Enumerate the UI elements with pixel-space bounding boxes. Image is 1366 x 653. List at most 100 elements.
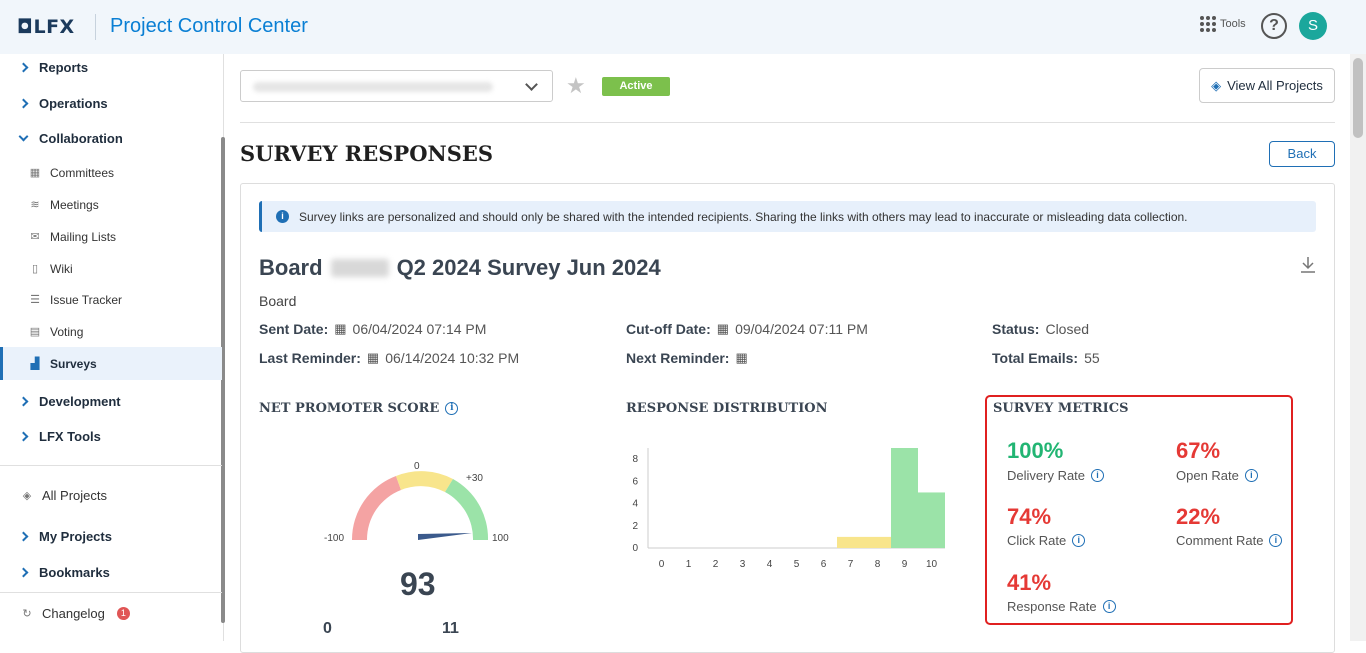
active-nav-highlight — [0, 347, 222, 380]
sidebar-item-label: Committees — [50, 166, 115, 180]
sidebar-item-label: All Projects — [42, 488, 108, 503]
nps-gauge: -100 0 +30 100 — [324, 461, 509, 544]
sidebar-item-bookmarks[interactable]: Bookmarks — [18, 565, 110, 580]
sidebar-item-wiki[interactable]: ▯ Wiki — [28, 262, 73, 276]
star-icon[interactable]: ★ — [566, 73, 586, 98]
sidebar-divider — [0, 592, 222, 593]
chevron-down-icon — [525, 78, 538, 91]
download-icon[interactable] — [1300, 256, 1316, 274]
nps-heading: NET PROMOTER SCORE i — [259, 401, 459, 416]
sidebar-divider — [0, 465, 222, 466]
sidebar-scrollbar[interactable] — [221, 137, 225, 623]
nps-promoter-count: 11 — [442, 620, 459, 637]
x-tick-label: 10 — [926, 559, 938, 570]
sidebar-item-my-projects[interactable]: My Projects — [18, 529, 112, 544]
main-scrollbar[interactable] — [1350, 54, 1366, 641]
sidebar-item-label: Changelog — [42, 606, 105, 621]
redacted-text — [330, 259, 389, 277]
sidebar-item-label: Operations — [39, 96, 108, 111]
y-tick-label: 8 — [632, 454, 638, 465]
alert-text: Survey links are personalized and should… — [299, 209, 1188, 224]
committee-name: Board — [259, 293, 297, 309]
info-alert: i Survey links are personalized and shou… — [259, 201, 1316, 232]
sidebar-item-collaboration[interactable]: Collaboration — [18, 131, 123, 146]
gauge-label-max: 100 — [492, 533, 509, 544]
info-icon[interactable]: i — [445, 402, 459, 415]
sidebar-item-mailing-lists[interactable]: ✉ Mailing Lists — [28, 230, 116, 244]
x-tick-label: 1 — [686, 559, 692, 570]
gauge-label-min: -100 — [324, 533, 344, 544]
bar-9 — [891, 448, 918, 548]
view-all-projects-button[interactable]: ◈ View All Projects — [1199, 68, 1335, 103]
bar-7 — [837, 536, 864, 548]
gauge-detractor-arc — [351, 476, 401, 540]
user-avatar[interactable]: S — [1299, 12, 1327, 40]
wiki-icon: ▯ — [31, 263, 39, 275]
sidebar-item-issue-tracker[interactable]: ☰ Issue Tracker — [28, 293, 122, 307]
chevron-right-icon — [18, 98, 29, 109]
sidebar-item-committees[interactable]: ▦ Committees — [28, 166, 114, 180]
sidebar-item-voting[interactable]: ▤ Voting — [28, 325, 84, 339]
issue-tracker-icon: ☰ — [30, 294, 40, 306]
sidebar-item-meetings[interactable]: ≋ Meetings — [28, 198, 99, 212]
sidebar-item-label: Issue Tracker — [50, 293, 123, 307]
sidebar-item-label: Reports — [39, 60, 89, 75]
mail-icon: ✉ — [30, 231, 40, 243]
response-distribution-chart: 0 2 4 6 8 0 1 2 3 4 5 6 7 8 9 10 — [632, 448, 945, 570]
info-icon[interactable]: i — [1269, 534, 1283, 547]
sidebar-item-operations[interactable]: Operations — [18, 96, 108, 111]
last-reminder: Last Reminder: ▦ 06/14/2024 10:32 PM — [259, 350, 520, 366]
calendar-icon: ▦ — [735, 350, 748, 365]
sidebar-item-label: Development — [39, 394, 121, 409]
bar-8 — [864, 536, 891, 548]
sidebar-item-label: LFX Tools — [39, 429, 101, 444]
click-rate-value: 74% — [1007, 504, 1052, 529]
sidebar-item-lfx-tools[interactable]: LFX Tools — [18, 429, 101, 444]
sidebar-item-development[interactable]: Development — [18, 394, 121, 409]
info-icon[interactable]: i — [1072, 534, 1086, 547]
y-tick-label: 4 — [632, 499, 638, 510]
gauge-label-zero: 0 — [414, 461, 420, 472]
logo-mark-icon: ◘ — [17, 16, 34, 38]
sidebar-item-label: Voting — [50, 325, 84, 339]
calendar-icon: ▦ — [334, 321, 347, 336]
info-icon[interactable]: i — [1102, 600, 1116, 613]
survey-title: Board Q2 2024 Survey Jun 2024 — [259, 255, 661, 280]
x-tick-label: 6 — [821, 559, 827, 570]
tools-menu[interactable]: Tools — [1200, 16, 1246, 32]
back-button[interactable]: Back — [1269, 141, 1335, 167]
nps-value: 93 — [400, 566, 436, 602]
sidebar-item-all-projects[interactable]: ◈ All Projects — [20, 488, 107, 503]
chevron-right-icon — [18, 531, 29, 542]
x-tick-label: 3 — [740, 559, 746, 570]
delivery-rate-label: Delivery Rate i — [1007, 468, 1105, 483]
info-icon[interactable]: i — [1244, 469, 1258, 482]
meetings-icon: ≋ — [30, 199, 40, 211]
sidebar-item-label: Meetings — [50, 198, 99, 212]
toolbar-divider — [240, 122, 1335, 123]
sent-date: Sent Date: ▦ 06/04/2024 07:14 PM — [259, 321, 487, 337]
sidebar-item-label: Collaboration — [39, 131, 123, 146]
x-tick-label: 8 — [875, 559, 881, 570]
top-bar: ◘LFX Project Control Center Tools ? S — [0, 0, 1366, 54]
next-reminder: Next Reminder: ▦ — [626, 350, 748, 366]
sidebar-item-surveys[interactable]: ▟ Surveys — [28, 357, 97, 371]
project-select[interactable] — [240, 70, 553, 102]
sidebar-item-changelog[interactable]: ↻ Changelog 1 — [20, 606, 130, 621]
app-title[interactable]: Project Control Center — [110, 15, 308, 37]
tools-label: Tools — [1220, 18, 1246, 30]
info-icon[interactable]: i — [1091, 469, 1105, 482]
stack-icon: ◈ — [22, 489, 32, 502]
x-tick-label: 7 — [848, 559, 854, 570]
scrollbar-thumb[interactable] — [1353, 58, 1363, 138]
open-rate-value: 67% — [1176, 438, 1221, 463]
survey-status: Status: Closed — [992, 321, 1090, 337]
x-tick-label: 0 — [659, 559, 665, 570]
y-tick-label: 0 — [632, 543, 638, 554]
response-rate-value: 41% — [1007, 570, 1052, 595]
x-tick-label: 2 — [713, 559, 719, 570]
lfx-logo[interactable]: ◘LFX — [17, 16, 75, 38]
chevron-down-icon — [18, 131, 29, 142]
help-icon[interactable]: ? — [1261, 13, 1287, 39]
sidebar-item-reports[interactable]: Reports — [18, 60, 89, 75]
